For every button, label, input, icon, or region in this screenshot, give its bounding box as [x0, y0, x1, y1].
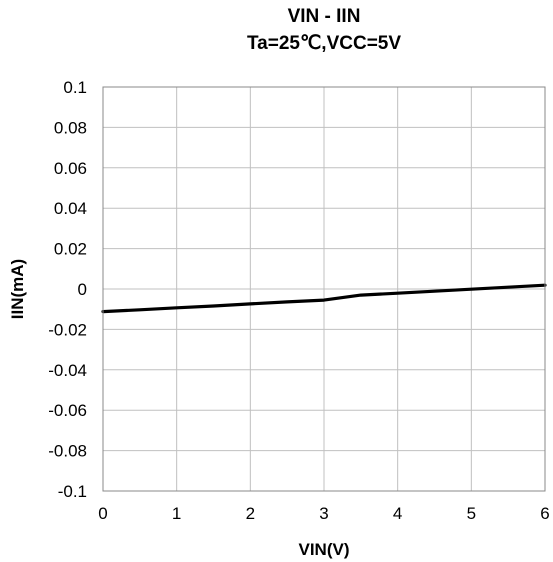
- y-tick-label: -0.08: [48, 442, 87, 461]
- x-tick-label: 3: [319, 504, 328, 523]
- x-tick-label: 1: [172, 504, 181, 523]
- y-tick-label: 0.06: [54, 159, 87, 178]
- x-tick-label: 4: [393, 504, 402, 523]
- y-tick-label: 0.08: [54, 118, 87, 137]
- series-layer: [101, 283, 547, 314]
- x-tick-label: 5: [467, 504, 476, 523]
- y-tick-label: -0.1: [58, 482, 87, 501]
- y-tick-label: 0.1: [63, 78, 87, 97]
- series-line: [101, 283, 547, 314]
- y-tick-label: 0: [78, 280, 87, 299]
- x-tick-label: 6: [540, 504, 549, 523]
- chart-title: VIN - IIN: [288, 6, 361, 27]
- x-tick-label: 2: [246, 504, 255, 523]
- plot-frame: [102, 86, 546, 492]
- y-tick-label: -0.06: [48, 401, 87, 420]
- y-tick-label: -0.02: [48, 320, 87, 339]
- y-tick-label: 0.04: [54, 199, 87, 218]
- x-tick-label: 0: [98, 504, 107, 523]
- y-tick-label: 0.02: [54, 240, 87, 259]
- y-axis-label: IIN(mA): [8, 259, 27, 319]
- x-axis-label: VIN(V): [299, 540, 350, 559]
- chart-subtitle: Ta=25℃,VCC=5V: [247, 33, 401, 54]
- y-tick-label: -0.04: [48, 361, 87, 380]
- tick-labels: 0 1 2 3 4 5 6 0.1 0.08 0.06 0.04 0.02 0 -0.02 -0.04 -0.…: [48, 78, 549, 523]
